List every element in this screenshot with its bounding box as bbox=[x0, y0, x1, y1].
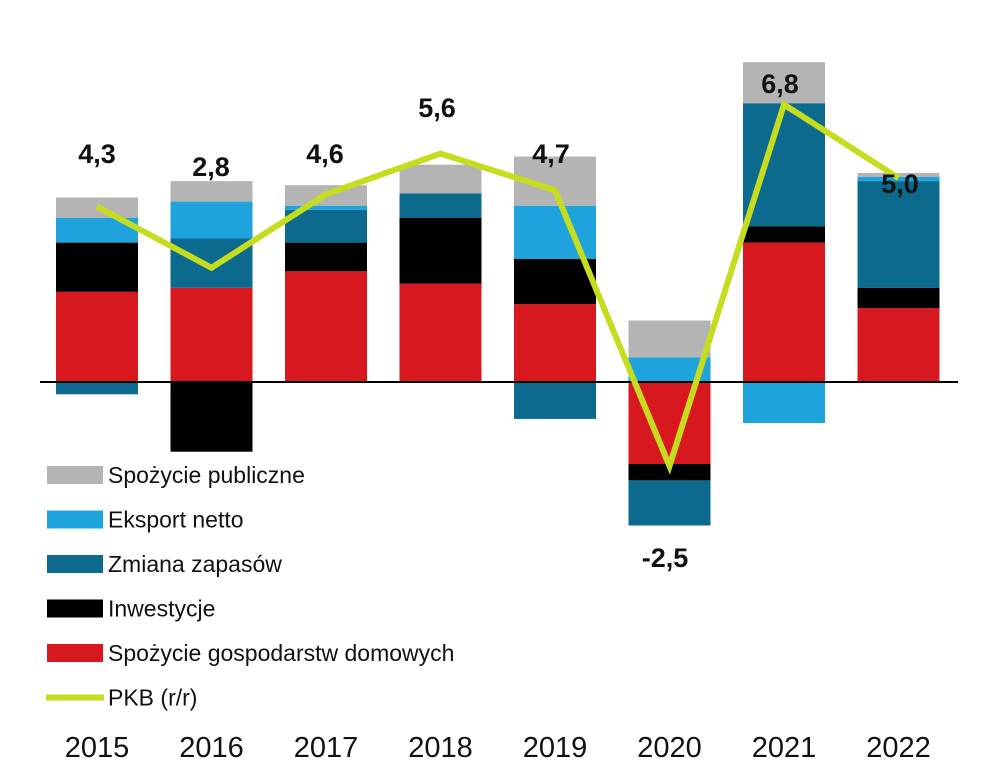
x-tick-2018: 2018 bbox=[408, 732, 473, 764]
legend-label: Eksport netto bbox=[108, 507, 244, 533]
x-tick-2019: 2019 bbox=[523, 732, 588, 764]
data-labels-layer: 4,3 2,8 4,6 5,6 4,7 -2,5 6,8 5,0 bbox=[78, 69, 919, 573]
bars-layer bbox=[56, 62, 940, 526]
legend: Spożycie publiczne Eksport netto Zmiana za… bbox=[46, 462, 454, 711]
data-label-2022: 5,0 bbox=[881, 169, 919, 199]
data-label-2015: 4,3 bbox=[78, 139, 116, 169]
bar-segment-2018-spo-ycie-publiczne bbox=[399, 164, 482, 194]
legend-label: Inwestycje bbox=[108, 596, 215, 622]
bar-segment-2022-inwestycje bbox=[857, 287, 940, 309]
legend-swatch bbox=[47, 644, 103, 662]
data-label-2018: 5,6 bbox=[418, 93, 456, 123]
bar-segment-2015-spo-ycie-gospodarstw-domowych bbox=[56, 291, 138, 382]
bar-segment-2016-inwestycje bbox=[170, 382, 253, 452]
x-tick-2022: 2022 bbox=[866, 732, 931, 764]
gdp-line-layer bbox=[95, 99, 901, 475]
data-label-2020: -2,5 bbox=[642, 543, 689, 573]
legend-label: PKB (r/r) bbox=[108, 685, 197, 711]
x-tick-2017: 2017 bbox=[294, 732, 359, 764]
bar-segment-2020-zmiana-zapas-w bbox=[628, 480, 711, 526]
x-tick-2020: 2020 bbox=[637, 732, 702, 764]
legend-swatch bbox=[47, 555, 103, 573]
bar-segment-2022-zmiana-zapas-w bbox=[857, 181, 940, 288]
gdp-line bbox=[95, 99, 901, 475]
bar-segment-2017-inwestycje bbox=[285, 242, 367, 272]
bar-segment-2020-spo-ycie-publiczne bbox=[628, 320, 711, 358]
bar-segment-2022-eksport-netto bbox=[857, 177, 940, 182]
bar-segment-2018-spo-ycie-gospodarstw-domowych bbox=[399, 283, 482, 382]
bar-segment-2021-inwestycje bbox=[743, 226, 825, 243]
bar-segment-2016-spo-ycie-publiczne bbox=[170, 181, 253, 202]
bar-segment-2018-zmiana-zapas-w bbox=[399, 193, 482, 218]
x-axis-ticks: 2015 2016 2017 2018 2019 2020 2021 2022 bbox=[65, 732, 931, 764]
data-label-2019: 4,7 bbox=[532, 139, 570, 169]
bar-segment-2021-spo-ycie-gospodarstw-domowych bbox=[743, 242, 825, 382]
bar-segment-2019-spo-ycie-gospodarstw-domowych bbox=[514, 304, 596, 382]
x-tick-2016: 2016 bbox=[179, 732, 244, 764]
legend-swatch bbox=[47, 510, 103, 529]
x-tick-2015: 2015 bbox=[65, 732, 130, 764]
bar-segment-2022-spo-ycie-gospodarstw-domowych bbox=[857, 308, 940, 382]
bar-segment-2015-zmiana-zapas-w bbox=[56, 382, 138, 395]
bar-segment-2018-inwestycje bbox=[399, 218, 482, 284]
legend-swatch bbox=[47, 466, 103, 484]
bar-segment-2016-spo-ycie-gospodarstw-domowych bbox=[170, 287, 253, 382]
data-label-2016: 2,8 bbox=[192, 152, 230, 182]
bar-segment-2019-zmiana-zapas-w bbox=[514, 382, 596, 419]
legend-label: Spożycie publiczne bbox=[108, 462, 305, 488]
legend-swatch bbox=[47, 599, 103, 618]
bar-segment-2017-eksport-netto bbox=[285, 205, 367, 210]
bar-segment-2015-inwestycje bbox=[56, 242, 138, 292]
bar-segment-2019-eksport-netto bbox=[514, 205, 596, 259]
data-label-2017: 4,6 bbox=[306, 139, 344, 169]
bar-segment-2021-eksport-netto bbox=[743, 382, 825, 423]
bar-segment-2021-spo-ycie-publiczne bbox=[743, 62, 825, 104]
bar-segment-2019-inwestycje bbox=[514, 259, 596, 305]
x-tick-2021: 2021 bbox=[752, 732, 817, 764]
data-label-2021: 6,8 bbox=[761, 69, 799, 99]
legend-label: Spożycie gospodarstw domowych bbox=[108, 640, 454, 666]
bar-segment-2016-eksport-netto bbox=[170, 201, 253, 239]
legend-label: Zmiana zapasów bbox=[108, 551, 282, 577]
bar-segment-2017-spo-ycie-gospodarstw-domowych bbox=[285, 271, 367, 382]
